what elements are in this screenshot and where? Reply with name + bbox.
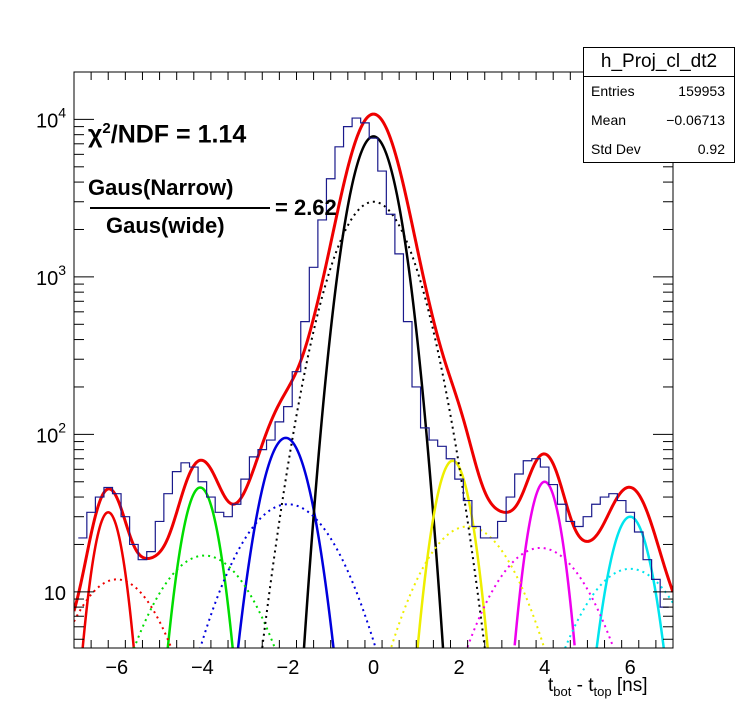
stats-row-stddev: Std Dev 0.92 [584,135,734,164]
narrow-gauss-curve-1 [81,511,136,648]
narrow-gauss-curve-3 [236,436,335,648]
wide-gauss-curve-13 [466,546,615,648]
stats-row-mean: Mean −0.06713 [584,106,734,135]
stats-label: Mean [591,112,627,128]
x-axis-label: tbot - ttop [ns] [548,675,648,699]
stats-title: h_Proj_cl_dt2 [584,48,734,77]
chi2-annotation: χ2/NDF = 1.14 [88,120,246,149]
wide-gauss-curve-14 [564,567,673,648]
stats-value: −0.06713 [666,112,725,128]
stats-value: 0.92 [697,141,725,157]
x-label-sub-bot: bot [553,683,572,699]
stats-label: Std Dev [591,141,641,157]
wide-gauss-curve-10 [199,503,377,648]
x-tick-label: 0 [368,657,379,679]
ratio-numerator: Gaus(Narrow) [88,175,234,200]
stats-box: h_Proj_cl_dt2 Entries 159953 Mean −0.067… [583,47,735,163]
histogram-steps [78,117,669,608]
wide-gauss-curve-9 [133,554,276,648]
fraction-bar [90,207,270,209]
chi-text: /NDF = 1.14 [110,120,247,149]
x-tick-label: −2 [277,657,300,679]
x-tick-label: 4 [539,657,550,679]
x-label-t2: - t [571,675,594,696]
x-tick-label: −6 [105,657,128,679]
x-tick-label: 6 [625,657,636,679]
chi-exponent: 2 [102,120,111,137]
total-fit-curve [74,112,673,612]
stats-label: Entries [591,83,635,99]
y-tick-label: 103 [36,262,66,290]
wide-gauss-curve-11 [261,200,486,648]
narrow-gauss-curve-2 [166,486,234,648]
y-tick-label: 102 [36,419,66,447]
histogram [78,117,669,608]
narrow-gauss-curve-4 [302,135,445,648]
wide-gauss-curve-8 [74,578,173,648]
ratio-denominator: Gaus(wide) [106,213,225,238]
y-tick-label: 104 [36,104,66,132]
stats-value: 159953 [678,83,725,99]
x-tick-label: −4 [191,657,214,679]
plot-frame [73,71,674,649]
x-label-t1: t [548,675,554,696]
y-tick-label: 10 [44,583,66,605]
ratio-value: = 2.62 [275,195,337,220]
stats-row-entries: Entries 159953 [584,77,734,106]
wide-gauss-curve-12 [389,525,546,648]
chi-symbol: χ [88,120,103,149]
x-label-unit: [ns] [611,675,648,696]
narrow-gauss-curve-6 [513,480,576,646]
x-tick-label: 2 [454,657,465,679]
fit-curves [74,112,673,648]
narrow-gauss-curve-5 [416,459,489,648]
x-label-sub-top: top [593,683,612,699]
